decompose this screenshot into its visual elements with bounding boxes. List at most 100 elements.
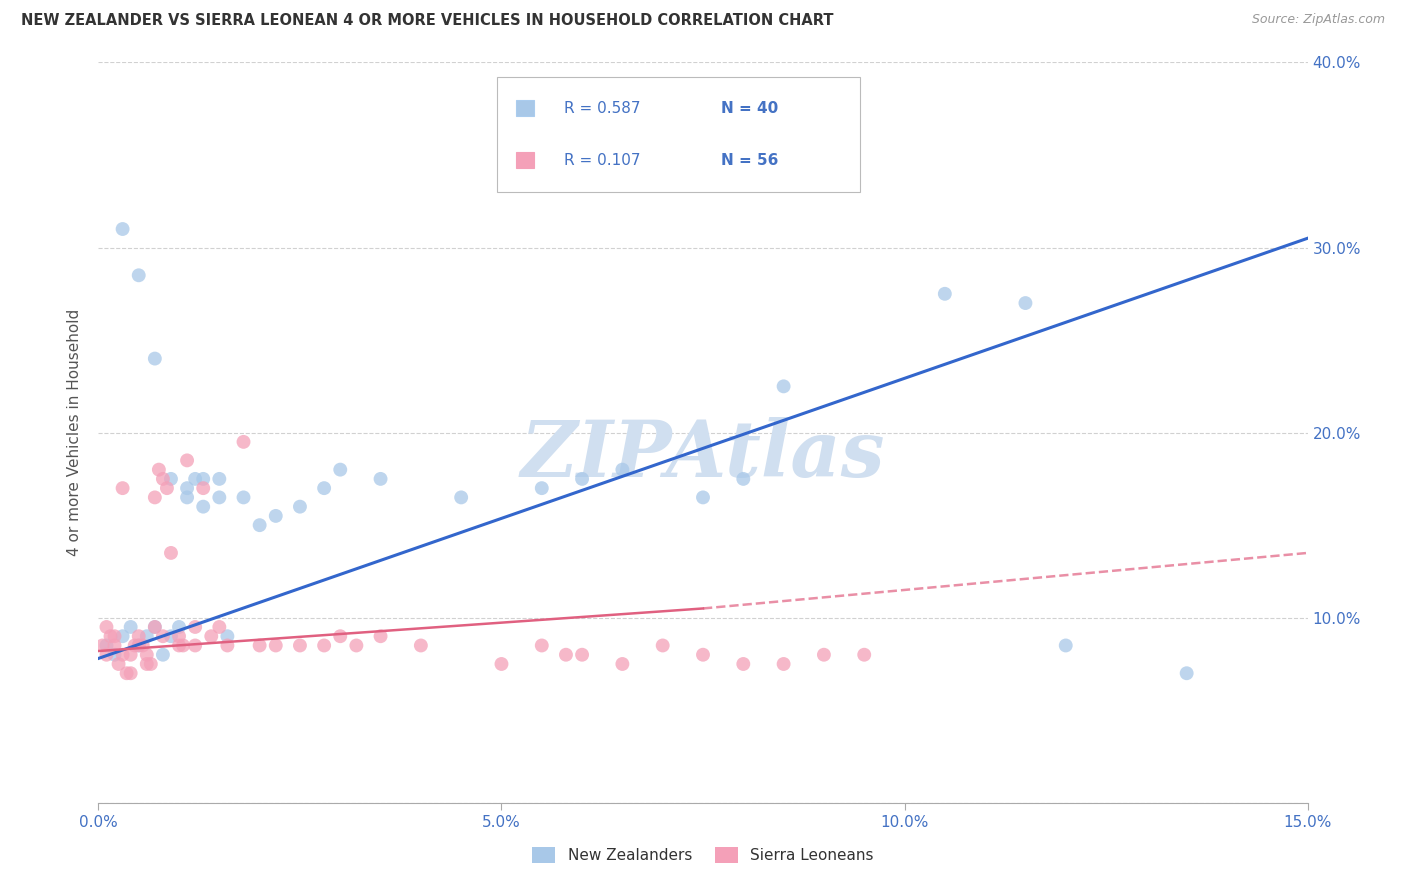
Point: [1014, 296, 1036, 310]
Point: [148, 462, 170, 476]
Point: [111, 222, 134, 236]
Point: [612, 657, 634, 671]
Point: [135, 648, 157, 662]
Point: [232, 434, 254, 449]
Text: NEW ZEALANDER VS SIERRA LEONEAN 4 OR MORE VEHICLES IN HOUSEHOLD CORRELATION CHAR: NEW ZEALANDER VS SIERRA LEONEAN 4 OR MOR…: [21, 13, 834, 29]
Point: [249, 639, 271, 653]
Point: [160, 546, 183, 560]
Point: [193, 481, 215, 495]
Point: [530, 481, 553, 495]
Point: [813, 648, 835, 662]
Point: [152, 648, 174, 662]
Point: [491, 657, 513, 671]
Point: [184, 639, 207, 653]
Point: [772, 657, 794, 671]
Point: [370, 472, 392, 486]
Point: [193, 472, 215, 486]
Point: [571, 648, 593, 662]
Point: [651, 639, 673, 653]
Point: [176, 453, 198, 467]
Point: [772, 379, 794, 393]
Point: [135, 629, 157, 643]
Point: [217, 639, 239, 653]
Point: [167, 639, 190, 653]
Point: [692, 648, 714, 662]
Point: [184, 472, 207, 486]
Legend: New Zealanders, Sierra Leoneans: New Zealanders, Sierra Leoneans: [526, 841, 880, 869]
Point: [103, 648, 125, 662]
Text: N = 40: N = 40: [721, 101, 779, 116]
Point: [208, 472, 231, 486]
Point: [100, 629, 122, 643]
Point: [571, 472, 593, 486]
Point: [107, 657, 129, 671]
Point: [111, 629, 134, 643]
Point: [160, 472, 183, 486]
Point: [329, 462, 352, 476]
Point: [853, 648, 876, 662]
Point: [132, 639, 155, 653]
Point: [530, 639, 553, 653]
Point: [152, 629, 174, 643]
Point: [176, 491, 198, 505]
FancyBboxPatch shape: [498, 78, 860, 192]
Point: [143, 620, 166, 634]
FancyBboxPatch shape: [516, 152, 534, 169]
Point: [692, 491, 714, 505]
Point: [160, 629, 183, 643]
Point: [288, 500, 311, 514]
Point: [733, 657, 755, 671]
Point: [264, 508, 287, 523]
Point: [314, 481, 336, 495]
Point: [135, 657, 157, 671]
Point: [156, 481, 179, 495]
Point: [264, 639, 287, 653]
Point: [91, 639, 114, 653]
Point: [111, 481, 134, 495]
Text: ZIPAtlas: ZIPAtlas: [520, 417, 886, 493]
Point: [555, 648, 578, 662]
Point: [143, 620, 166, 634]
Text: R = 0.107: R = 0.107: [564, 153, 641, 168]
Text: Source: ZipAtlas.com: Source: ZipAtlas.com: [1251, 13, 1385, 27]
Point: [370, 629, 392, 643]
Point: [96, 648, 118, 662]
Point: [96, 620, 118, 634]
Y-axis label: 4 or more Vehicles in Household: 4 or more Vehicles in Household: [67, 309, 83, 557]
Point: [329, 629, 352, 643]
Point: [111, 648, 134, 662]
Point: [167, 620, 190, 634]
Point: [152, 472, 174, 486]
Point: [128, 268, 150, 283]
Point: [314, 639, 336, 653]
Point: [167, 629, 190, 643]
Point: [1175, 666, 1198, 681]
Point: [217, 629, 239, 643]
Point: [934, 286, 956, 301]
FancyBboxPatch shape: [516, 100, 534, 117]
Point: [612, 462, 634, 476]
Point: [128, 639, 150, 653]
Point: [128, 639, 150, 653]
Point: [120, 648, 142, 662]
Point: [103, 639, 125, 653]
Text: R = 0.587: R = 0.587: [564, 101, 641, 116]
Point: [120, 620, 142, 634]
Point: [103, 629, 125, 643]
Point: [1054, 639, 1077, 653]
Text: N = 56: N = 56: [721, 153, 779, 168]
Point: [172, 639, 194, 653]
Point: [120, 666, 142, 681]
Point: [184, 620, 207, 634]
Point: [733, 472, 755, 486]
Point: [96, 639, 118, 653]
Point: [143, 491, 166, 505]
Point: [208, 620, 231, 634]
Point: [128, 629, 150, 643]
Point: [176, 481, 198, 495]
Point: [409, 639, 432, 653]
Point: [288, 639, 311, 653]
Point: [143, 351, 166, 366]
Point: [344, 639, 367, 653]
Point: [139, 657, 162, 671]
